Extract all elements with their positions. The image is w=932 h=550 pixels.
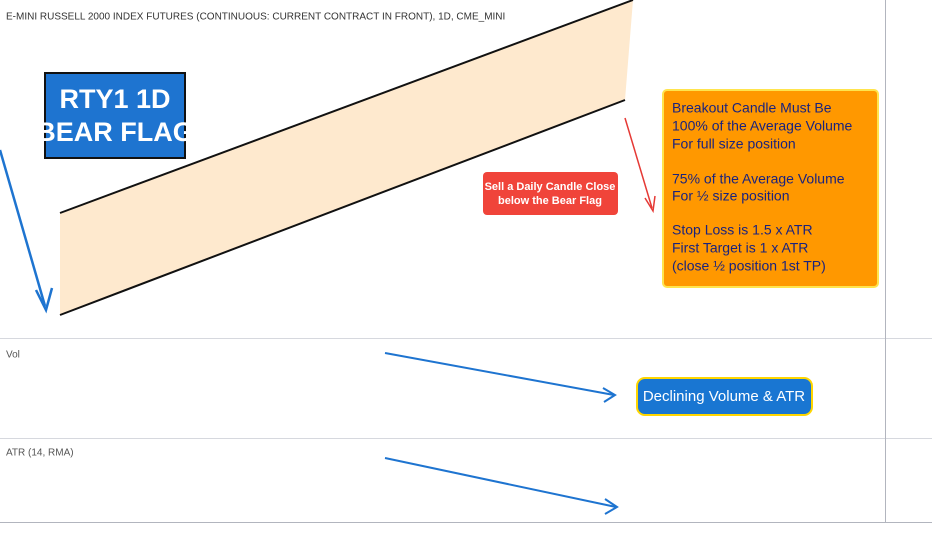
volume-label: Vol [6,350,20,361]
rule-text: For ½ size position [672,188,790,204]
flag-text: BEAR FLAG [36,117,194,147]
rule-text: 100% of the Average Volume [672,118,853,134]
declining-box: Declining Volume & ATR [636,377,813,416]
rule-text: For full size position [672,136,796,152]
sell-text: Sell a Daily Candle Close [485,181,616,193]
flag-text: RTY1 1D [59,84,170,114]
sell-text: below the Bear Flag [498,195,602,207]
red-arrow [624,117,656,214]
declining-text: Declining Volume & ATR [643,388,805,405]
flag-channel [60,0,633,315]
atr-label: ATR (14, RMA) [6,448,74,459]
rule-text: 75% of the Average Volume [672,171,845,187]
rules-box: Breakout Candle Must Be 100% of the Aver… [662,89,879,288]
rule-text: First Target is 1 x ATR [672,240,808,256]
sell-box: Sell a Daily Candle Close below the Bear… [483,172,618,215]
rule-text: Stop Loss is 1.5 x ATR [672,222,813,238]
chart-title: E-MINI RUSSELL 2000 INDEX FUTURES (CONTI… [6,12,505,23]
rule-text: Breakout Candle Must Be [672,100,832,116]
rule-text: (close ½ position 1st TP) [672,258,826,274]
volume-arrow [384,352,617,403]
channel-bottom [59,99,626,316]
channel-top [59,0,634,214]
flag-box: RTY1 1D BEAR FLAG [36,72,194,159]
down-arrow [0,149,54,314]
atr-arrow [384,457,619,515]
